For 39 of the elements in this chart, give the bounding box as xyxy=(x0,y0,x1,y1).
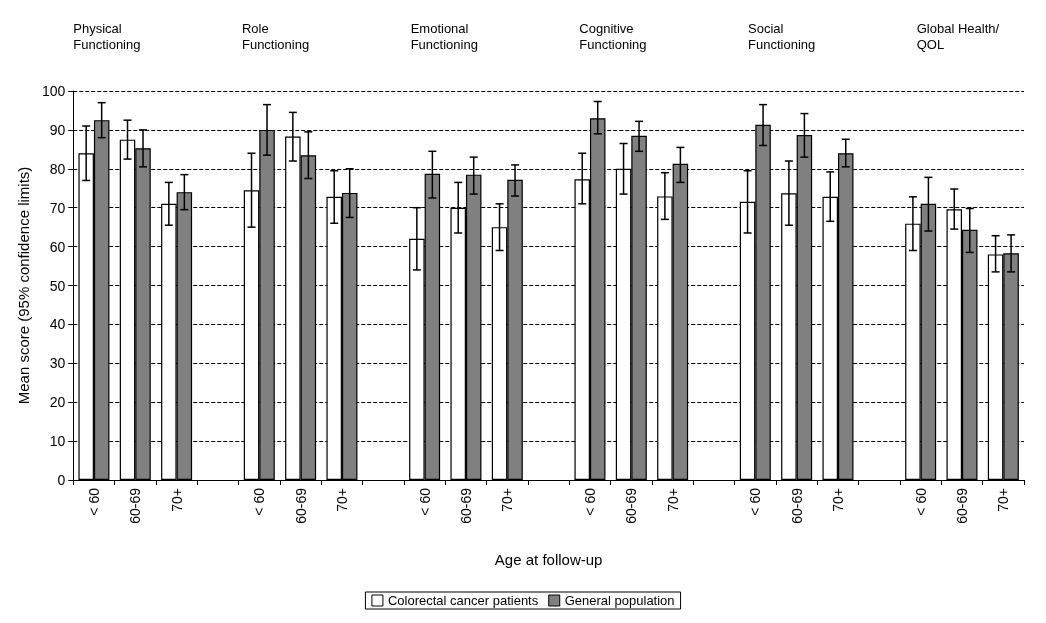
x-tick-label: 70+ xyxy=(664,488,681,512)
x-tick-label: < 60 xyxy=(912,487,929,516)
x-tick-label: 60-69 xyxy=(292,487,309,524)
x-tick-label: < 60 xyxy=(581,487,598,516)
x-tick-label: 60-69 xyxy=(127,487,144,524)
y-tick-label: 20 xyxy=(49,394,66,411)
x-tick-label: 60-69 xyxy=(954,487,970,524)
x-axis-title: Age at follow-up xyxy=(494,551,603,568)
text: Role Functioning xyxy=(241,20,310,52)
y-tick-label: 10 xyxy=(49,433,66,450)
text: Physical Functioning xyxy=(73,20,141,52)
y-tick-label: 100 xyxy=(41,83,66,99)
x-tick-label: < 60 xyxy=(251,487,268,516)
x-tick-label: < 60 xyxy=(416,487,433,516)
x-tick-label: 70+ xyxy=(829,488,846,512)
text: Social Functioning xyxy=(748,20,816,52)
y-tick-label: 0 xyxy=(57,472,66,488)
y-tick-label: 30 xyxy=(49,355,66,372)
legend-label: Colorectal cancer patients xyxy=(387,593,539,608)
y-tick-label: 90 xyxy=(49,121,66,138)
legend-label: General population xyxy=(564,593,675,608)
y-tick-label: 70 xyxy=(49,199,66,216)
y-axis-title: Mean score (95% confidence limits) xyxy=(15,166,32,405)
text: Emotional Functioning xyxy=(410,20,478,52)
x-tick-label: 60-69 xyxy=(457,487,474,524)
x-tick-label: 70+ xyxy=(995,488,1012,512)
y-tick-label: 50 xyxy=(49,277,66,294)
x-tick-label: 60-69 xyxy=(788,487,805,524)
x-tick-label: 60-69 xyxy=(623,487,640,524)
y-tick-label: 40 xyxy=(49,316,66,333)
text: Global Health/ QOL xyxy=(916,20,1000,52)
x-tick-label: 70+ xyxy=(333,488,350,512)
y-tick-label: 60 xyxy=(49,238,66,255)
text: Cognitive Functioning xyxy=(579,20,647,52)
x-tick-label: < 60 xyxy=(747,487,764,516)
x-tick-label: 70+ xyxy=(499,488,516,512)
y-tick-label: 80 xyxy=(49,160,66,177)
x-tick-label: < 60 xyxy=(85,487,102,516)
x-tick-label: 70+ xyxy=(168,488,185,512)
